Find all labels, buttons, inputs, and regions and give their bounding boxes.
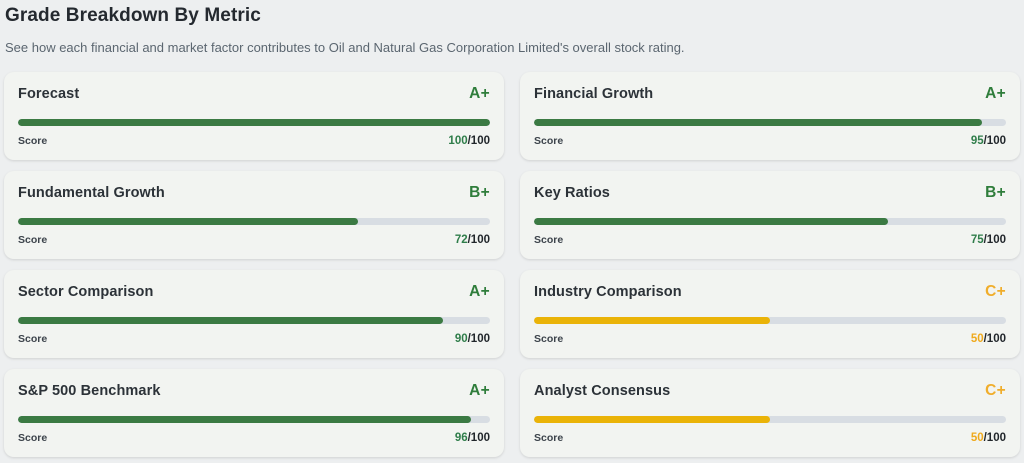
metric-card-header: Sector Comparison A+ (18, 283, 490, 301)
score-row: Score 90/100 (18, 333, 490, 345)
metric-title: Industry Comparison (534, 284, 682, 300)
metric-title: Financial Growth (534, 86, 654, 102)
score-value: 50/100 (971, 432, 1006, 444)
metric-title: Sector Comparison (18, 284, 154, 300)
grade-badge: A+ (469, 283, 490, 300)
score-row: Score 75/100 (534, 234, 1006, 246)
grade-badge: A+ (469, 85, 490, 102)
score-number: 72 (454, 234, 468, 246)
score-number: 90 (454, 333, 468, 345)
score-label: Score (534, 333, 564, 345)
score-value: 96/100 (455, 432, 490, 444)
score-denominator: /100 (983, 333, 1006, 345)
progress-fill (534, 218, 888, 225)
progress-fill (18, 119, 490, 126)
metric-title: Key Ratios (534, 185, 610, 201)
score-label: Score (534, 234, 564, 246)
grade-badge: B+ (985, 184, 1006, 201)
metric-card-header: Financial Growth A+ (534, 85, 1006, 103)
metric-card-header: Analyst Consensus C+ (534, 382, 1006, 400)
score-number: 100 (448, 135, 468, 147)
progress-fill (18, 218, 358, 225)
score-value: 100/100 (448, 135, 490, 147)
score-number: 95 (970, 135, 984, 147)
score-value: 72/100 (455, 234, 490, 246)
progress-track (534, 416, 1006, 423)
metrics-grid: Forecast A+ Score 100/100 Financial Grow… (4, 72, 1020, 457)
progress-track (18, 416, 490, 423)
score-label: Score (18, 432, 48, 444)
score-label: Score (18, 135, 48, 147)
grade-badge: C+ (985, 283, 1006, 300)
metric-card-header: Industry Comparison C+ (534, 283, 1006, 301)
score-number: 50 (970, 333, 984, 345)
metric-card: Sector Comparison A+ Score 90/100 (4, 270, 504, 358)
score-number: 75 (970, 234, 984, 246)
metric-card-header: Fundamental Growth B+ (18, 184, 490, 202)
grade-badge: B+ (469, 184, 490, 201)
page-subtitle: See how each financial and market factor… (5, 40, 685, 55)
metric-card: Key Ratios B+ Score 75/100 (520, 171, 1020, 259)
score-denominator: /100 (467, 432, 490, 444)
metric-card-header: Key Ratios B+ (534, 184, 1006, 202)
score-row: Score 100/100 (18, 135, 490, 147)
metric-card-header: Forecast A+ (18, 85, 490, 103)
metric-card: Forecast A+ Score 100/100 (4, 72, 504, 160)
score-value: 95/100 (971, 135, 1006, 147)
progress-track (18, 317, 490, 324)
progress-track (534, 218, 1006, 225)
metric-card: Analyst Consensus C+ Score 50/100 (520, 369, 1020, 457)
grade-badge: C+ (985, 382, 1006, 399)
score-row: Score 50/100 (534, 432, 1006, 444)
score-number: 96 (454, 432, 468, 444)
metric-title: Analyst Consensus (534, 383, 671, 399)
progress-track (18, 119, 490, 126)
score-number: 50 (970, 432, 984, 444)
score-label: Score (534, 432, 564, 444)
score-denominator: /100 (983, 135, 1006, 147)
score-value: 90/100 (455, 333, 490, 345)
score-value: 50/100 (971, 333, 1006, 345)
progress-track (534, 317, 1006, 324)
metric-card-header: S&P 500 Benchmark A+ (18, 382, 490, 400)
score-label: Score (18, 333, 48, 345)
metric-card: Financial Growth A+ Score 95/100 (520, 72, 1020, 160)
metric-card: Industry Comparison C+ Score 50/100 (520, 270, 1020, 358)
score-denominator: /100 (467, 135, 490, 147)
progress-track (534, 119, 1006, 126)
grade-badge: A+ (985, 85, 1006, 102)
metric-card: Fundamental Growth B+ Score 72/100 (4, 171, 504, 259)
metric-card: S&P 500 Benchmark A+ Score 96/100 (4, 369, 504, 457)
progress-fill (18, 317, 443, 324)
progress-fill (534, 119, 983, 126)
page-title: Grade Breakdown By Metric (5, 5, 261, 26)
score-denominator: /100 (983, 234, 1006, 246)
metric-title: Forecast (18, 86, 80, 102)
score-row: Score 50/100 (534, 333, 1006, 345)
score-label: Score (534, 135, 564, 147)
score-denominator: /100 (467, 333, 490, 345)
score-row: Score 72/100 (18, 234, 490, 246)
progress-fill (534, 317, 770, 324)
progress-track (18, 218, 490, 225)
score-row: Score 95/100 (534, 135, 1006, 147)
score-row: Score 96/100 (18, 432, 490, 444)
score-denominator: /100 (467, 234, 490, 246)
progress-fill (18, 416, 472, 423)
metric-title: S&P 500 Benchmark (18, 383, 161, 399)
score-value: 75/100 (971, 234, 1006, 246)
score-label: Score (18, 234, 48, 246)
score-denominator: /100 (983, 432, 1006, 444)
grade-badge: A+ (469, 382, 490, 399)
progress-fill (534, 416, 770, 423)
metric-title: Fundamental Growth (18, 185, 165, 201)
